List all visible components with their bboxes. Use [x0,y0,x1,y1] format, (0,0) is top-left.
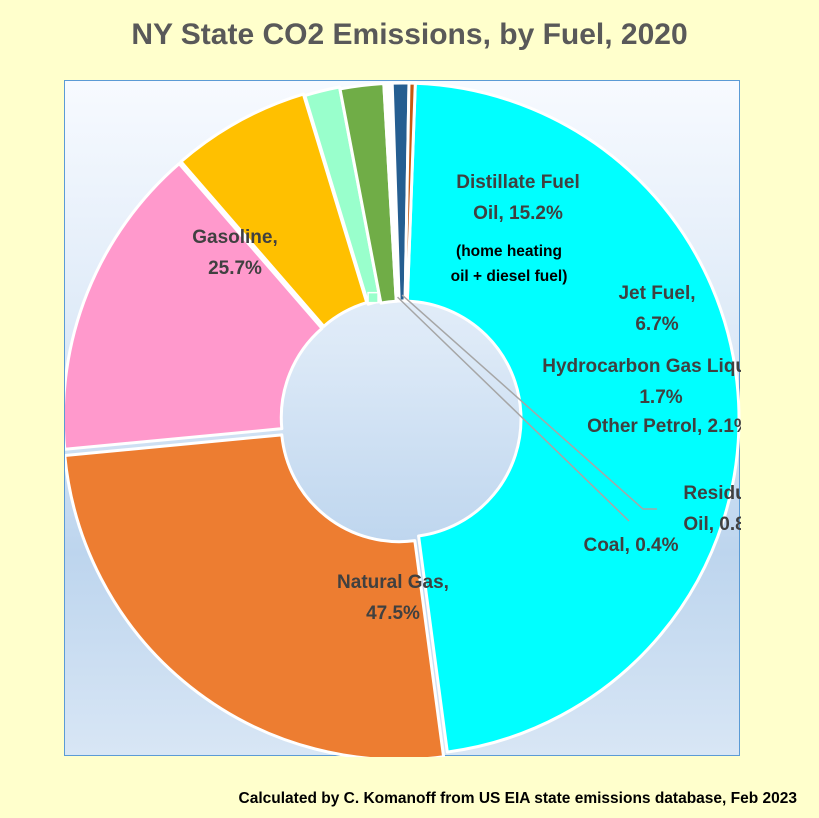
label-residual-oil: Residual Oil, 0.8% [683,483,741,535]
label-gasoline: Gasoline, 25.7% [192,227,278,279]
slice-other[interactable] [403,81,417,303]
label-coal-line: Coal, 0.4% [583,535,678,556]
label-gasoline-line: 25.7% [208,258,262,279]
plot-area: Natural Gas, 47.5% Gasoline, 25.7% Distillat… [64,80,741,757]
label-residual-oil-line: Residual [683,483,741,504]
label-other-petrol-line: Other Petrol, 2.1% [587,416,741,437]
label-gasoline-line: Gasoline, [192,227,278,248]
note-distillate-fuel-oil: (home heating oil + diesel fuel) [451,243,568,285]
slice-natural-gas[interactable] [405,81,741,754]
donut-chart: Natural Gas, 47.5% Gasoline, 25.7% Distillat… [65,81,741,757]
label-jet-fuel-line: 6.7% [635,314,678,335]
label-residual-oil-line: Oil, 0.8% [683,514,741,535]
label-natural-gas-line: 47.5% [366,603,420,624]
leader-coal [397,296,630,522]
label-distillate-fuel-oil: Distillate Fuel Oil, 15.2% [456,172,580,224]
note-distillate-fuel-oil-line: oil + diesel fuel) [451,268,568,285]
source-credit: Calculated by C. Komanoff from US EIA st… [238,790,797,807]
slice-jet-fuel[interactable] [179,92,369,328]
label-coal: Coal, 0.4% [583,535,678,556]
label-hydrocarbon-gas-liquids-line: 1.7% [639,387,682,408]
hgl-marker [367,291,379,304]
label-hydrocarbon-gas-liquids: Hydrocarbon Gas Liquids, 1.7% [542,356,741,408]
label-hydrocarbon-gas-liquids-line: Hydrocarbon Gas Liquids, [542,356,741,377]
label-jet-fuel-line: Jet Fuel, [618,283,695,304]
label-natural-gas: Natural Gas, 47.5% [337,572,449,624]
note-distillate-fuel-oil-line: (home heating [456,243,562,260]
slice-distillate-fuel-oil[interactable] [65,162,324,451]
leader-residual-oil [401,294,657,510]
label-jet-fuel: Jet Fuel, 6.7% [618,283,695,335]
slice-gasoline[interactable] [65,433,446,757]
label-other-petrol: Other Petrol, 2.1% [587,416,741,437]
label-distillate-fuel-oil-line: Oil, 15.2% [473,203,563,224]
chart-title: NY State CO2 Emissions, by Fuel, 2020 [131,18,688,51]
label-distillate-fuel-oil-line: Distillate Fuel [456,172,580,193]
label-natural-gas-line: Natural Gas, [337,572,449,593]
